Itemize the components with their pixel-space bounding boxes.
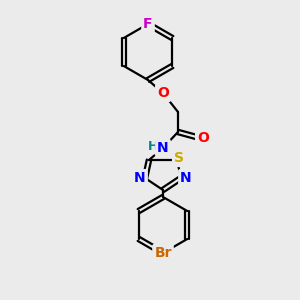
Text: S: S	[174, 151, 184, 165]
Text: N: N	[157, 141, 169, 155]
Text: H: H	[148, 140, 158, 152]
Text: N: N	[134, 171, 146, 185]
Text: F: F	[143, 17, 153, 31]
Text: N: N	[180, 171, 192, 185]
Text: O: O	[157, 86, 169, 100]
Text: O: O	[197, 131, 209, 145]
Text: Br: Br	[154, 246, 172, 260]
